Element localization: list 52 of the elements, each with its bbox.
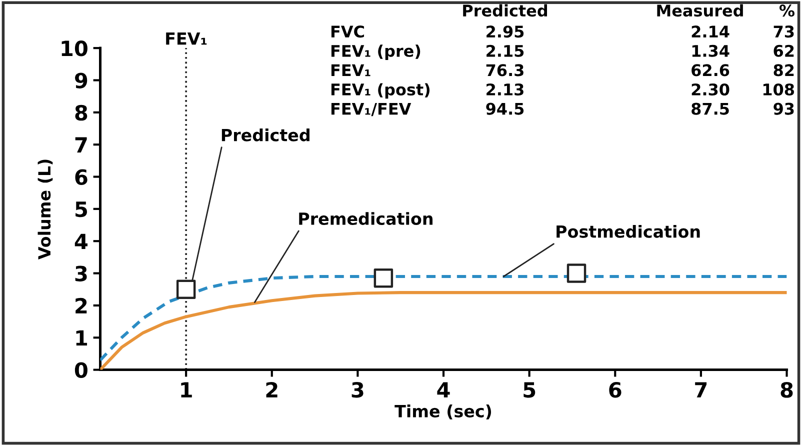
text: Predicted [463,4,548,17]
y-tick-label: 5 [76,202,87,218]
annotation: 76.3 [486,64,524,76]
annotation: FEV₁ (pre) [331,44,420,60]
annotation: FEV₁ [331,64,370,76]
x-tick-label: 7 [695,382,707,398]
point [566,264,586,283]
annotation: 1.34 [692,44,730,57]
annotation: 87.5 [692,102,729,115]
annotation: FEV₁/FEV [331,102,412,116]
x-tick-label: 8 [780,382,793,398]
y-tick-label: 8 [75,104,88,121]
text: % [780,4,794,17]
y-tick-label: 3 [75,266,87,282]
x-tick-label: 6 [609,382,622,398]
text: 2.14 [692,26,730,38]
y-tick-label: 1 [76,330,88,346]
line-series [100,274,787,362]
x-tick-label: 4 [437,382,450,398]
annotation: 94.5 [486,102,524,115]
annotation: FEV₁ (post) [331,83,430,99]
point [374,268,394,288]
annotation: 82 [774,64,794,76]
x-tick-label: 2 [266,382,278,398]
y-tick-label: 4 [74,234,88,250]
x-tick-label: 1 [181,382,192,398]
x-tick-label: 5 [524,382,536,398]
point [176,280,196,299]
y-axis-title: Volume (L) [38,160,53,260]
y-tick-label: 10 [62,40,88,56]
annotation: Postmedication [556,224,700,238]
annotation: 2.15 [486,44,524,57]
text: 2.95 [486,26,524,38]
annotation: Premedication [299,212,432,225]
x-tick-label: 3 [352,382,364,398]
x-axis-title: Time (sec) [394,404,492,420]
ref-line-label: FEV₁ [166,32,207,45]
text: Measured [657,4,743,17]
annotation: 108 [763,83,794,96]
annotation: 62 [774,44,794,57]
text: FVC [331,26,364,38]
annotation: 93 [774,102,794,115]
annotation: Predicted [222,128,310,142]
y-tick-label: 7 [75,137,87,152]
y-tick-label: 9 [75,72,88,88]
y-tick-label: 2 [76,298,87,314]
annotation: 2.30 [692,83,730,96]
y-tick-label: 0 [74,362,88,378]
text: 73 [774,26,794,38]
annotation: 62.6 [692,64,730,76]
annotation: 2.13 [486,83,524,96]
y-tick-label: 6 [75,169,88,185]
